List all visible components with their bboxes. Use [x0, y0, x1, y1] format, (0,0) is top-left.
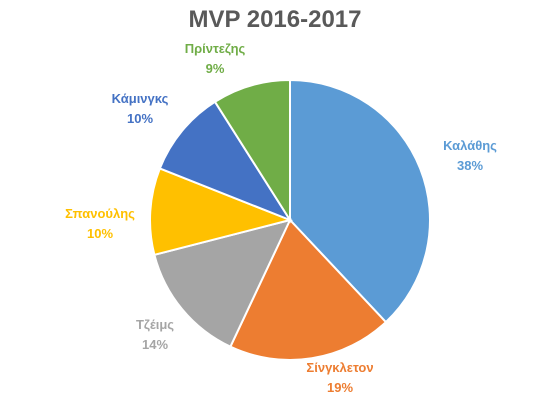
data-label-percent-3: 14%: [142, 337, 168, 352]
chart-title: MVP 2016-2017: [188, 6, 361, 33]
pie-slice-5: [158, 100, 293, 223]
data-label-name-5: Κάμινγκς: [112, 91, 169, 106]
pie-slice-3: [153, 218, 292, 349]
data-label-percent-4: 10%: [87, 226, 113, 241]
data-label-name-2: Σίνγκλετον: [306, 360, 373, 375]
data-label-percent-5: 10%: [127, 111, 153, 126]
data-labels: Καλάθης 38% Σίνγκλετον 19% Τζέιμς 14% Σπανούλη…: [65, 41, 497, 395]
data-label-percent-2: 19%: [327, 380, 353, 395]
data-label-name-6: Πρίντεζης: [185, 41, 246, 56]
data-label-percent-6: 9%: [206, 61, 225, 76]
data-label-name-3: Τζέιμς: [136, 317, 174, 332]
pie-slice-6: [213, 78, 291, 224]
data-label-name-1: Καλάθης: [443, 138, 497, 153]
pie-slice-2: [229, 218, 388, 361]
pie-slice-4: [149, 167, 294, 257]
pie-slices: [149, 78, 431, 361]
pie-slice-1: [289, 78, 431, 324]
data-label-name-4: Σπανούλης: [65, 206, 135, 221]
data-label-percent-1: 38%: [457, 158, 483, 173]
